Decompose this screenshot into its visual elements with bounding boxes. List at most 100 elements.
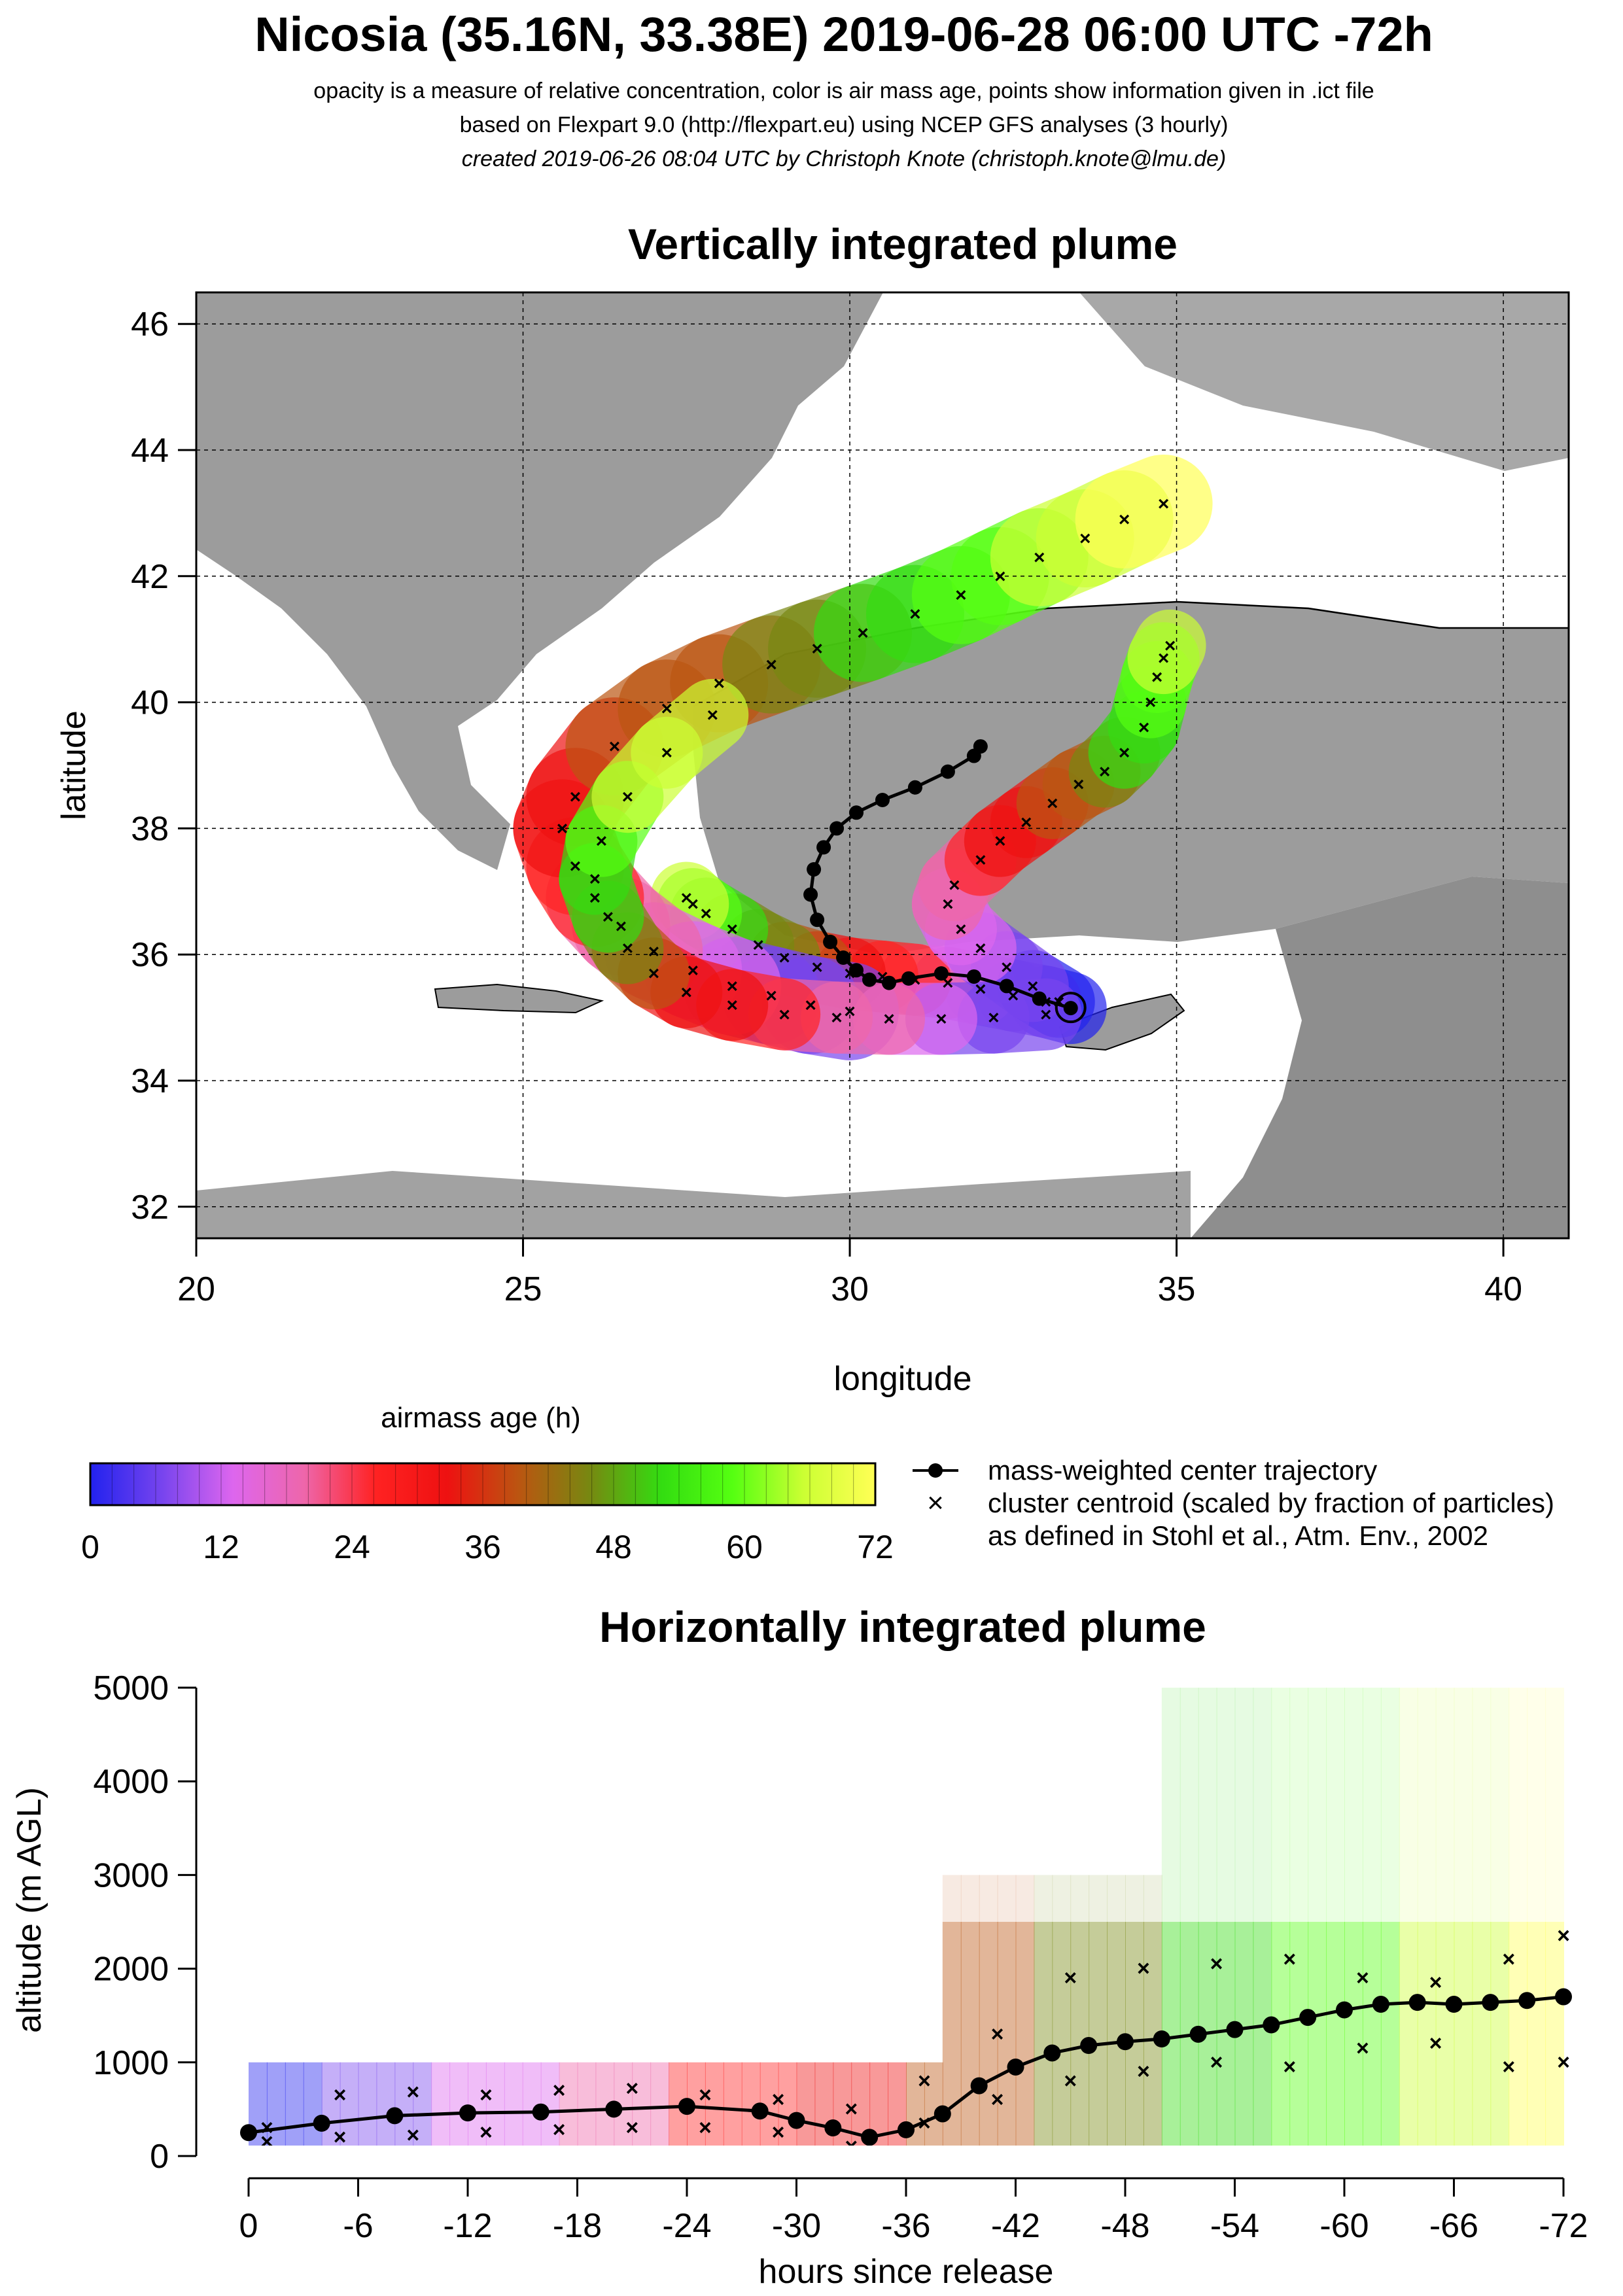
map-cluster-marker: × [1164, 635, 1176, 657]
profile-plume-block [1070, 1875, 1090, 2146]
profile-cluster-marker: × [1210, 1951, 1223, 1976]
map-cluster-marker: × [661, 698, 673, 720]
profile-axes: 0 1000 2000 3000 4000 5000 0 -6 -12 -18 -24 -30 -36 -… [93, 1669, 1588, 2245]
profile-plume-block [1344, 1688, 1363, 2146]
map-cluster-marker: × [589, 887, 601, 909]
profile-cluster-marker: × [918, 2068, 931, 2093]
profile-plume-block-core [960, 1922, 980, 2146]
profile-center-point [1482, 1994, 1499, 2011]
profile-x-tick-label: -24 [662, 2207, 711, 2245]
map-cluster-marker: × [844, 1001, 856, 1022]
profile-cluster-marker: × [845, 2134, 858, 2159]
map-cluster-marker: × [570, 786, 582, 808]
profile-plume-block-core [1472, 1922, 1492, 2146]
profile-y-tick-label: 0 [150, 2138, 169, 2176]
map-y-tick-label: 42 [131, 558, 169, 596]
map-cluster-marker: × [883, 1009, 895, 1030]
profile-plume-block-core [504, 2062, 523, 2146]
map-center-point [1032, 991, 1047, 1006]
profile-plume-block-core [979, 1922, 998, 2146]
profile-plume-block [468, 2062, 487, 2146]
profile-plume-block [1052, 1875, 1072, 2146]
profile-center-point [678, 2098, 695, 2115]
profile-plume-block [1362, 1688, 1382, 2146]
profile-plume-block-core [888, 2062, 907, 2146]
land-crimea [1079, 292, 1569, 471]
profile-cluster-marker: × [699, 2115, 712, 2140]
profile-y-tick-label: 3000 [93, 1856, 169, 1894]
profile-center-point [1336, 2001, 1353, 2019]
profile-x-tick-label: 0 [239, 2207, 258, 2245]
profile-cluster-marker: × [1356, 2036, 1369, 2061]
profile-plume-block [1034, 1875, 1053, 2146]
profile-plume-block [924, 2062, 943, 2146]
profile-plume-block-core [705, 2062, 724, 2146]
profile-plume-block [1089, 1875, 1108, 2146]
profile-cluster-marker: × [1064, 2068, 1077, 2093]
map-cluster-marker: × [1079, 528, 1091, 549]
map-cluster-marker: × [1021, 812, 1032, 833]
profile-plume-block-core [1089, 1922, 1108, 2146]
map-cluster-marker: × [681, 887, 693, 909]
profile-plume-block-core [540, 2062, 560, 2146]
profile-center-point [1299, 2009, 1317, 2026]
profile-plume-block-core [376, 2062, 396, 2146]
profile-cluster-marker: × [1356, 1966, 1369, 1991]
profile-plume-block [1399, 1688, 1418, 2146]
map-cluster-marker: × [1027, 975, 1039, 997]
profile-center-point [1263, 2016, 1280, 2034]
profile-plume-block [1216, 1688, 1236, 2146]
map-cluster-marker: × [778, 1004, 790, 1026]
profile-plume-block-core [814, 2062, 834, 2146]
map-cluster-marker: × [975, 850, 986, 871]
map-cluster-marker: × [1119, 509, 1130, 531]
map-cluster-marker: × [811, 956, 823, 978]
colorbar-tick-label: 12 [203, 1529, 239, 1565]
profile-plume-block [1179, 1688, 1199, 2146]
profile-center-point [459, 2104, 476, 2122]
profile-plume-block [1509, 1688, 1528, 2146]
profile-plume-block-core [1015, 1922, 1035, 2146]
map-x-tick-label: 25 [504, 1270, 542, 1308]
map-cluster-marker: × [688, 960, 699, 981]
map-cluster-marker: × [1040, 1004, 1052, 1026]
map-cluster-marker: × [1047, 793, 1058, 814]
profile-plume-block [1472, 1688, 1492, 2146]
map-y-tick-label: 40 [131, 684, 169, 722]
map-cluster-marker: × [994, 831, 1006, 852]
profile-plume-block [1125, 1875, 1144, 2146]
profile-plume-block [285, 2062, 304, 2146]
map-y-tick-label: 36 [131, 936, 169, 974]
profile-plume-block [559, 2062, 578, 2146]
map-cluster-marker: × [1145, 692, 1157, 714]
profile-plume-block [1107, 1875, 1126, 2146]
profile-plume-block-core [1070, 1922, 1090, 2146]
map-center-point [1063, 1001, 1078, 1016]
profile-y-label: altitude (m AGL) [10, 1787, 48, 2033]
map-center-point [823, 934, 838, 949]
profile-plume-block [1253, 1688, 1272, 2146]
profile-plume-block [431, 2062, 451, 2146]
profile-plume-block [1198, 1688, 1217, 2146]
map-cluster-marker: × [622, 786, 634, 808]
map-cluster-marker: × [1073, 774, 1085, 795]
profile-y-tick-label: 1000 [93, 2044, 169, 2082]
map-cluster-marker: × [949, 875, 960, 896]
profile-plume-block-core [997, 1922, 1017, 2146]
plume-segment [1075, 454, 1213, 569]
legend-cluster-label-2: as defined in Stohl et al., Atm. Env., 2… [988, 1520, 1488, 1551]
profile-plume-block [540, 2062, 560, 2146]
profile-plume-block-core [1527, 1922, 1546, 2146]
legend-cluster-label: cluster centroid (scaled by fraction of … [988, 1487, 1554, 1518]
profile-plume-block [1161, 1688, 1181, 2146]
colorbar-title: airmass age (h) [381, 1402, 581, 1434]
map-center-point [907, 780, 922, 795]
profile-cluster-marker: × [625, 2115, 638, 2140]
profile-plume-block-core [632, 2062, 652, 2146]
map-y-tick-label: 34 [131, 1062, 169, 1100]
legend: mass-weighted center trajectory × cluste… [913, 1455, 1554, 1551]
map-center-point [862, 972, 877, 987]
profile-x-tick-label: -18 [553, 2207, 602, 2245]
profile-plume-block-core [1034, 1922, 1053, 2146]
map-cluster-marker: × [622, 938, 634, 960]
